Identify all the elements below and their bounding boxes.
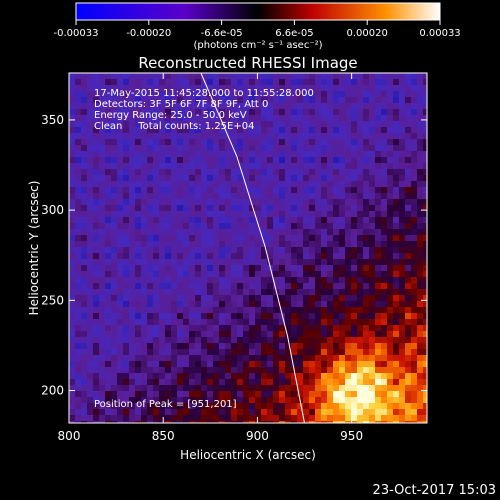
- chart-title: Reconstructed RHESSI Image: [138, 54, 357, 72]
- peak-position-label: Position of Peak = [951,201]: [94, 399, 237, 410]
- y-axis-label: Heliocentric Y (arcsec): [27, 181, 41, 316]
- info-line-detectors: Detectors: 3F 5F 6F 7F 8F 9F, Att 0: [94, 99, 268, 110]
- x-tick-label: 800: [58, 429, 81, 443]
- info-line-energy: Energy Range: 25.0 - 50.0 keV: [94, 110, 247, 121]
- x-tick-label: 950: [340, 429, 363, 443]
- colorbar-ticks: -0.00033 -0.00020 -6.6e-05 6.6e-05 0.00020 0.…: [54, 20, 461, 39]
- colorbar-unit-label: (photons cm⁻² s⁻¹ asec⁻²): [193, 40, 322, 51]
- colorbar-tick-label: 6.6e-05: [275, 28, 313, 39]
- heatmap-image: [69, 73, 427, 423]
- plot-frame: [68, 72, 428, 424]
- y-tick-label: 300: [41, 203, 64, 217]
- colorbar-tick-label: 0.00033: [419, 28, 460, 39]
- colorbar-tick-label: -6.6e-05: [201, 28, 243, 39]
- footer-timestamp: 23-Oct-2017 15:03: [373, 483, 496, 498]
- y-axis-ticks: 200 250 300 350: [41, 113, 427, 398]
- y-tick-label: 200: [41, 384, 64, 398]
- colorbar-tick-label: -0.00033: [54, 28, 99, 39]
- x-tick-label: 850: [152, 429, 175, 443]
- solar-limb-line: [200, 73, 305, 423]
- x-tick-label: 900: [246, 429, 269, 443]
- colorbar: [75, 2, 441, 21]
- y-tick-label: 350: [41, 113, 64, 127]
- x-axis-ticks: 800 850 900 950: [58, 73, 363, 443]
- colorbar-tick-label: 0.00020: [347, 28, 388, 39]
- colorbar-tick-label: -0.00020: [126, 28, 171, 39]
- x-axis-label: Heliocentric X (arcsec): [180, 448, 316, 462]
- observation-info: 17-May-2015 11:45:28.000 to 11:55:28.000…: [94, 88, 314, 132]
- y-tick-label: 250: [41, 293, 64, 307]
- info-line-time: 17-May-2015 11:45:28.000 to 11:55:28.000: [94, 88, 314, 99]
- info-line-clean: Clean Total counts: 1.25E+04: [94, 121, 254, 132]
